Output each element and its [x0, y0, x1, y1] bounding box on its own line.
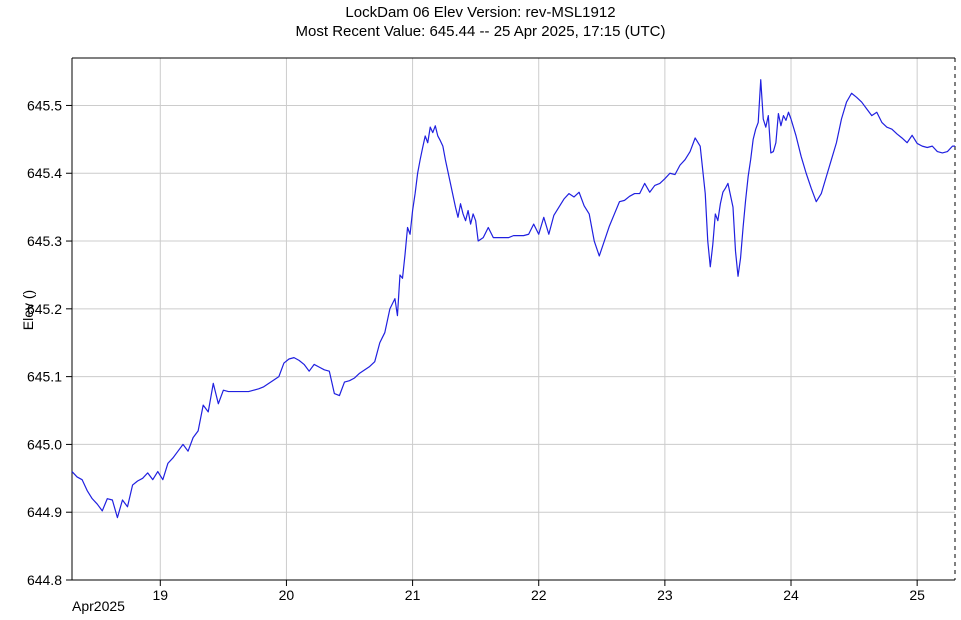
x-tick-label: 22	[531, 587, 547, 603]
x-tick-label: 19	[153, 587, 169, 603]
y-tick-label: 645.3	[27, 233, 62, 249]
y-tick-label: 645.5	[27, 97, 62, 113]
chart-plot: 19 20 21 22 23 24 25 644.8 644.9 645.0 645.1 645.2 6…	[0, 0, 961, 620]
y-tick-label: 645.1	[27, 369, 62, 385]
y-tick-label: 645.4	[27, 165, 62, 181]
y-tick-label: 645.0	[27, 436, 62, 452]
x-tick-label: 25	[909, 587, 925, 603]
y-tick-label: 644.8	[27, 572, 62, 588]
x-tick-label: 20	[279, 587, 295, 603]
y-tick-label: 644.9	[27, 504, 62, 520]
x-tick-label: 24	[783, 587, 799, 603]
x-tick-label: 23	[657, 587, 673, 603]
y-tick-label: 645.2	[27, 301, 62, 317]
x-tick-label: 21	[405, 587, 421, 603]
